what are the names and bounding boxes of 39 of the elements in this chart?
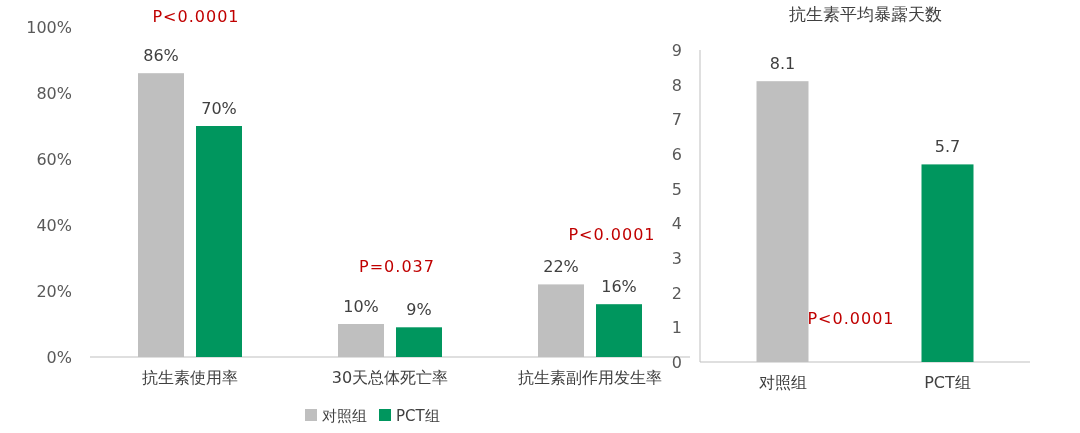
data-label: 9% (406, 300, 432, 320)
x-tick-label: 抗生素副作用发生率 (518, 368, 662, 387)
text: P<0.0001 (152, 7, 240, 26)
legend-label: PCT组 (396, 407, 440, 425)
y-tick-label: 3 (671, 249, 682, 268)
annotation: P<0.0001 (568, 225, 656, 244)
x-tick-label: 30天总体死亡率 (331, 368, 449, 387)
y-tick-label: 5 (671, 179, 682, 199)
y-tick-label: 100% (26, 18, 72, 37)
y-tick-label: 40% (36, 216, 72, 235)
data-label: 8.1 (769, 54, 796, 74)
y-tick-label: 0 (671, 353, 682, 372)
data-label: 5.7 (934, 137, 961, 157)
annotation: P=0.037 (359, 257, 435, 276)
data-label: 16% (601, 277, 637, 297)
x-tick-label: PCT组 (924, 373, 971, 392)
chart-title: 抗生素平均暴露天数 (788, 4, 942, 24)
y-tick-label: 9 (671, 41, 682, 60)
data-label: 70% (201, 99, 237, 118)
annotation: P<0.0001 (807, 309, 895, 328)
y-tick-label: 80% (36, 84, 72, 103)
bar (596, 304, 642, 357)
y-tick-label: 60% (36, 150, 72, 169)
bar (196, 126, 242, 357)
legend-label: 对照组 (322, 407, 367, 425)
y-tick-label: 7 (671, 110, 682, 130)
y-tick-label: 2 (671, 283, 682, 303)
x-tick-label: 抗生素使用率 (142, 368, 238, 387)
y-tick-label: 20% (36, 282, 72, 301)
y-tick-label: 8 (671, 75, 682, 95)
y-tick-label: 0% (46, 348, 72, 367)
y-tick-label: 6 (671, 145, 682, 164)
data-label: 10% (343, 297, 379, 316)
y-tick-label: 4 (671, 214, 682, 234)
x-tick-label: 对照组 (758, 373, 807, 392)
y-tick-label: 1 (671, 318, 682, 338)
data-label: 22% (543, 257, 579, 277)
data-label: 86% (143, 46, 179, 66)
bar (396, 327, 442, 357)
